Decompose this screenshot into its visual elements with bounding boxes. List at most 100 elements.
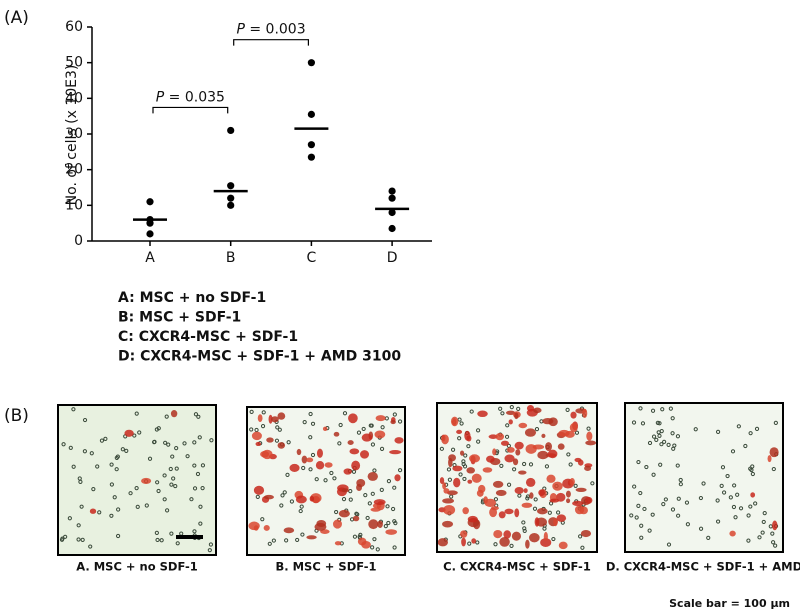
cell <box>482 467 493 473</box>
cell <box>553 518 558 527</box>
cell <box>558 429 570 437</box>
pore <box>192 486 198 491</box>
pore <box>390 506 396 512</box>
pore <box>314 477 319 482</box>
pore <box>500 411 505 416</box>
cell <box>538 489 545 496</box>
pore <box>636 503 641 508</box>
cell <box>767 455 772 463</box>
pore <box>544 464 550 469</box>
image-caption: C. CXCR4-MSC + SDF-1 <box>443 560 591 574</box>
pore <box>566 452 571 457</box>
pore <box>159 538 164 543</box>
data-point <box>307 59 315 67</box>
pore <box>310 421 316 426</box>
pore <box>568 462 573 467</box>
cell <box>526 404 535 412</box>
pore <box>678 477 683 483</box>
pore <box>277 427 282 432</box>
pore <box>655 420 660 425</box>
pore <box>528 462 534 467</box>
pore <box>534 427 540 432</box>
cell <box>263 494 274 500</box>
data-point <box>227 201 235 209</box>
pore <box>147 456 153 461</box>
cell <box>124 429 134 437</box>
pore <box>636 459 641 465</box>
pore <box>639 523 644 528</box>
pore <box>639 535 644 540</box>
pore <box>670 416 675 421</box>
cell <box>316 448 323 458</box>
data-point <box>227 182 235 190</box>
pore <box>728 495 733 500</box>
cell <box>525 539 530 549</box>
y-tick-label: 0 <box>74 233 83 249</box>
pore <box>310 452 316 458</box>
panel-label: (A) <box>4 8 29 28</box>
pore <box>284 538 289 543</box>
pore <box>446 467 452 472</box>
pore <box>533 497 538 502</box>
pore <box>754 426 760 431</box>
pore <box>556 510 561 515</box>
pore <box>189 497 194 502</box>
pore <box>165 508 170 513</box>
pore <box>91 487 96 492</box>
pore <box>663 497 668 502</box>
pore <box>275 425 280 430</box>
pore <box>209 438 214 443</box>
pore <box>196 414 201 419</box>
pore <box>701 481 706 486</box>
cell <box>541 433 546 439</box>
data-point <box>307 110 315 118</box>
cell <box>577 459 584 466</box>
pore <box>392 545 397 550</box>
pore <box>493 542 498 547</box>
pore <box>109 482 114 487</box>
pore <box>392 412 397 417</box>
cell <box>574 505 585 515</box>
pore <box>82 417 88 423</box>
pore <box>525 496 530 501</box>
pore <box>124 448 129 453</box>
pore <box>173 483 178 489</box>
category-note: C: CXCR4-MSC + SDF-1 <box>118 329 298 345</box>
y-axis-label: No. of cells (x 10E3) <box>64 65 80 206</box>
cell <box>467 479 473 484</box>
pore <box>61 442 66 447</box>
micrograph-frame <box>57 404 217 556</box>
micrograph-bg <box>625 403 783 552</box>
cell <box>309 495 315 502</box>
cell <box>565 490 571 498</box>
pore <box>517 493 522 498</box>
pore <box>660 407 665 412</box>
pore <box>629 513 634 518</box>
cell <box>534 517 540 527</box>
cell <box>314 522 327 531</box>
cell <box>529 533 540 543</box>
pore <box>658 462 663 467</box>
pore <box>547 510 552 515</box>
y-tick-label: 30 <box>65 126 83 142</box>
pore <box>132 433 137 438</box>
cell <box>508 419 513 425</box>
cell <box>478 484 486 493</box>
micrograph-frame <box>436 402 598 553</box>
pore <box>447 477 452 482</box>
cell <box>333 431 340 437</box>
pore <box>498 406 503 411</box>
pore <box>351 469 357 474</box>
pore <box>542 526 547 531</box>
cell <box>442 520 454 528</box>
cell <box>448 457 453 468</box>
cell <box>263 525 270 531</box>
cell <box>368 519 379 530</box>
pore <box>375 547 380 552</box>
pore <box>753 501 758 506</box>
cell <box>499 537 510 547</box>
data-point <box>146 198 154 206</box>
pore <box>457 436 462 441</box>
cell <box>586 431 593 441</box>
pore <box>71 464 76 469</box>
